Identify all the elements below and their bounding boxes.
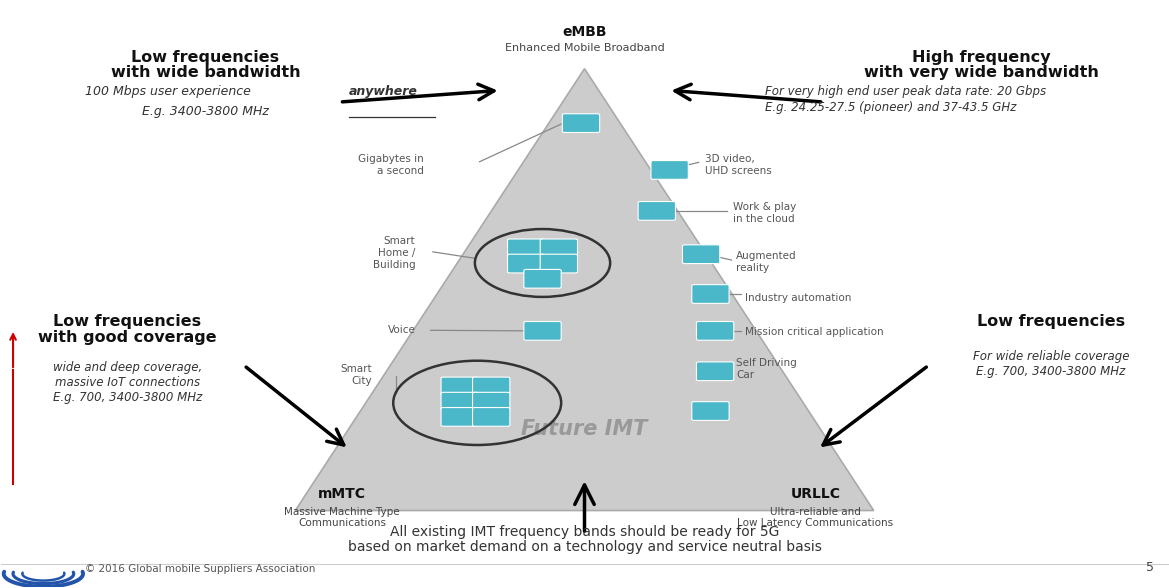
Text: Smart
Home /
Building: Smart Home / Building: [373, 236, 415, 270]
Text: with wide bandwidth: with wide bandwidth: [111, 65, 300, 81]
Text: Low frequencies: Low frequencies: [54, 314, 201, 329]
Text: Augmented
reality: Augmented reality: [736, 251, 797, 273]
FancyBboxPatch shape: [697, 322, 734, 340]
Text: Future IMT: Future IMT: [521, 419, 648, 439]
Text: Communications: Communications: [298, 519, 386, 529]
Text: Mission critical application: Mission critical application: [746, 327, 884, 337]
FancyBboxPatch shape: [472, 377, 510, 396]
FancyBboxPatch shape: [638, 202, 676, 220]
FancyBboxPatch shape: [507, 239, 545, 258]
FancyBboxPatch shape: [683, 245, 720, 263]
Text: mMTC: mMTC: [318, 487, 366, 501]
Text: E.g. 24.25-27.5 (pioneer) and 37-43.5 GHz: E.g. 24.25-27.5 (pioneer) and 37-43.5 GH…: [766, 101, 1017, 113]
Text: wide and deep coverage,
massive IoT connections
E.g. 700, 3400-3800 MHz: wide and deep coverage, massive IoT conn…: [53, 361, 202, 405]
Text: 5: 5: [1146, 561, 1154, 574]
Text: Self Driving
Car: Self Driving Car: [736, 358, 797, 380]
FancyBboxPatch shape: [472, 407, 510, 426]
FancyBboxPatch shape: [562, 113, 600, 132]
FancyBboxPatch shape: [524, 269, 561, 288]
Polygon shape: [296, 69, 873, 510]
Text: High frequency: High frequency: [912, 49, 1050, 65]
FancyBboxPatch shape: [441, 377, 478, 396]
Text: with good coverage: with good coverage: [39, 330, 216, 345]
Text: © 2016 Global mobile Suppliers Association: © 2016 Global mobile Suppliers Associati…: [85, 564, 316, 574]
Text: eMBB: eMBB: [562, 25, 607, 39]
FancyBboxPatch shape: [692, 285, 729, 303]
Text: For wide reliable coverage
E.g. 700, 3400-3800 MHz: For wide reliable coverage E.g. 700, 340…: [973, 350, 1129, 377]
Text: Gigabytes in
a second: Gigabytes in a second: [358, 155, 423, 176]
FancyBboxPatch shape: [472, 392, 510, 411]
Text: 3D video,
UHD screens: 3D video, UHD screens: [705, 155, 772, 176]
FancyBboxPatch shape: [540, 254, 577, 273]
Text: 100 Mbps user experience: 100 Mbps user experience: [85, 85, 255, 98]
Text: All existing IMT frequency bands should be ready for 5G: All existing IMT frequency bands should …: [389, 524, 780, 539]
FancyBboxPatch shape: [441, 407, 478, 426]
Text: Low Latency Communications: Low Latency Communications: [738, 519, 893, 529]
FancyBboxPatch shape: [441, 392, 478, 411]
Text: with very wide bandwidth: with very wide bandwidth: [864, 65, 1099, 81]
FancyBboxPatch shape: [540, 239, 577, 258]
Text: E.g. 3400-3800 MHz: E.g. 3400-3800 MHz: [143, 105, 269, 118]
Text: Low frequencies: Low frequencies: [131, 49, 279, 65]
FancyBboxPatch shape: [692, 402, 729, 420]
FancyBboxPatch shape: [651, 161, 689, 179]
Text: Work & play
in the cloud: Work & play in the cloud: [733, 202, 796, 224]
Text: based on market demand on a technology and service neutral basis: based on market demand on a technology a…: [347, 540, 822, 554]
FancyBboxPatch shape: [524, 322, 561, 340]
Text: Low frequencies: Low frequencies: [977, 314, 1125, 329]
Text: For very high end user peak data rate: 20 Gbps: For very high end user peak data rate: 2…: [766, 85, 1046, 98]
Text: URLLC: URLLC: [790, 487, 841, 501]
Text: Smart
City: Smart City: [340, 364, 372, 386]
Text: Industry automation: Industry automation: [746, 293, 852, 303]
FancyBboxPatch shape: [697, 362, 734, 380]
Text: Ultra-reliable and: Ultra-reliable and: [770, 507, 860, 517]
Text: Voice: Voice: [387, 325, 415, 335]
Text: Enhanced Mobile Broadband: Enhanced Mobile Broadband: [505, 43, 664, 53]
Text: anywhere: anywhere: [348, 85, 417, 98]
FancyBboxPatch shape: [507, 254, 545, 273]
Text: Massive Machine Type: Massive Machine Type: [284, 507, 400, 517]
